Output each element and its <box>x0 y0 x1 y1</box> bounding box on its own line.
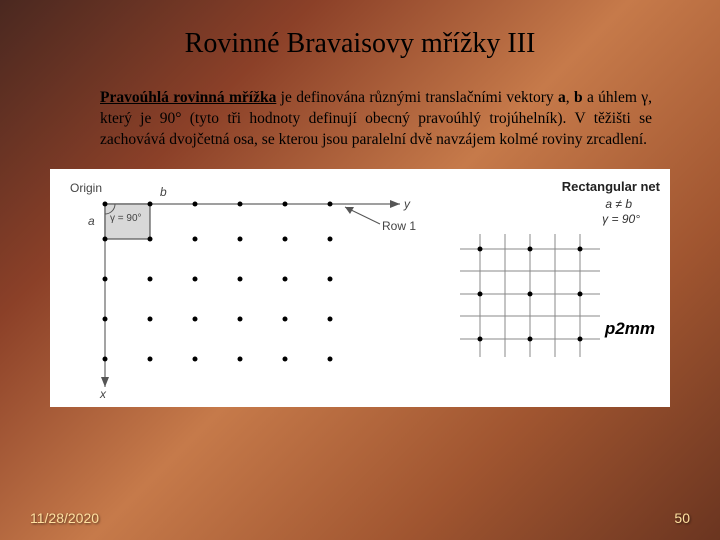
lattice-dot <box>238 201 243 206</box>
lattice-dot <box>148 236 153 241</box>
lattice-dot <box>528 336 533 341</box>
lattice-dot <box>238 356 243 361</box>
lattice-dot <box>148 276 153 281</box>
text-seg-1: je definována různými translačními vekto… <box>276 89 558 106</box>
vector-b: b <box>574 89 583 106</box>
lattice-dot <box>478 291 483 296</box>
lattice-dot <box>283 316 288 321</box>
lattice-dot <box>328 236 333 241</box>
x-axis-label: x <box>100 387 106 401</box>
right-symmetry-diagram: Rectangular net a ≠ b γ = 90° p2mm <box>450 179 660 399</box>
origin-label: Origin <box>70 181 102 195</box>
body-paragraph: Pravoúhlá rovinná mřížka je definována r… <box>100 88 652 151</box>
lattice-dot <box>103 201 108 206</box>
lattice-dot <box>578 336 583 341</box>
lattice-dot <box>148 201 153 206</box>
lattice-dot <box>148 356 153 361</box>
lattice-dot <box>528 246 533 251</box>
footer-date: 11/28/2020 <box>30 510 99 526</box>
gamma-label: γ = 90° <box>110 213 142 224</box>
lattice-dot <box>103 276 108 281</box>
lattice-dot <box>328 356 333 361</box>
lead-term: Pravoúhlá rovinná mřížka <box>100 89 276 106</box>
row1-label: Row 1 <box>382 219 416 233</box>
lattice-dot <box>193 316 198 321</box>
lattice-dot <box>238 236 243 241</box>
lattice-dot <box>283 356 288 361</box>
b-vector-label: b <box>160 185 167 199</box>
vector-a: a <box>558 89 566 106</box>
lattice-dot <box>283 276 288 281</box>
y-axis-label: y <box>404 197 410 211</box>
lattice-dot <box>238 276 243 281</box>
page-title: Rovinné Bravaisovy mřížky III <box>0 0 720 60</box>
footer-page-number: 50 <box>674 510 690 526</box>
lattice-dot <box>193 276 198 281</box>
text-seg-2: , <box>566 89 574 106</box>
lattice-dot <box>103 316 108 321</box>
lattice-dot <box>328 316 333 321</box>
lattice-dot <box>193 356 198 361</box>
lattice-dot <box>578 246 583 251</box>
right-diagram-svg <box>450 179 660 399</box>
lattice-dot <box>328 201 333 206</box>
lattice-dot <box>578 291 583 296</box>
lattice-dot <box>148 316 153 321</box>
lattice-dot <box>283 201 288 206</box>
figure-container: Origin a b γ = 90° Row 1 y x Rectangular… <box>50 169 670 407</box>
left-diagram-svg <box>60 179 440 399</box>
lattice-dot <box>528 291 533 296</box>
lattice-dot <box>193 236 198 241</box>
a-vector-label: a <box>88 214 95 228</box>
lattice-dot <box>238 316 243 321</box>
left-lattice-diagram: Origin a b γ = 90° Row 1 y x <box>60 179 440 399</box>
lattice-dot <box>478 246 483 251</box>
lattice-dot <box>103 356 108 361</box>
lattice-dot <box>328 276 333 281</box>
lattice-dot <box>193 201 198 206</box>
lattice-dot <box>478 336 483 341</box>
lattice-dot <box>283 236 288 241</box>
lattice-dot <box>103 236 108 241</box>
